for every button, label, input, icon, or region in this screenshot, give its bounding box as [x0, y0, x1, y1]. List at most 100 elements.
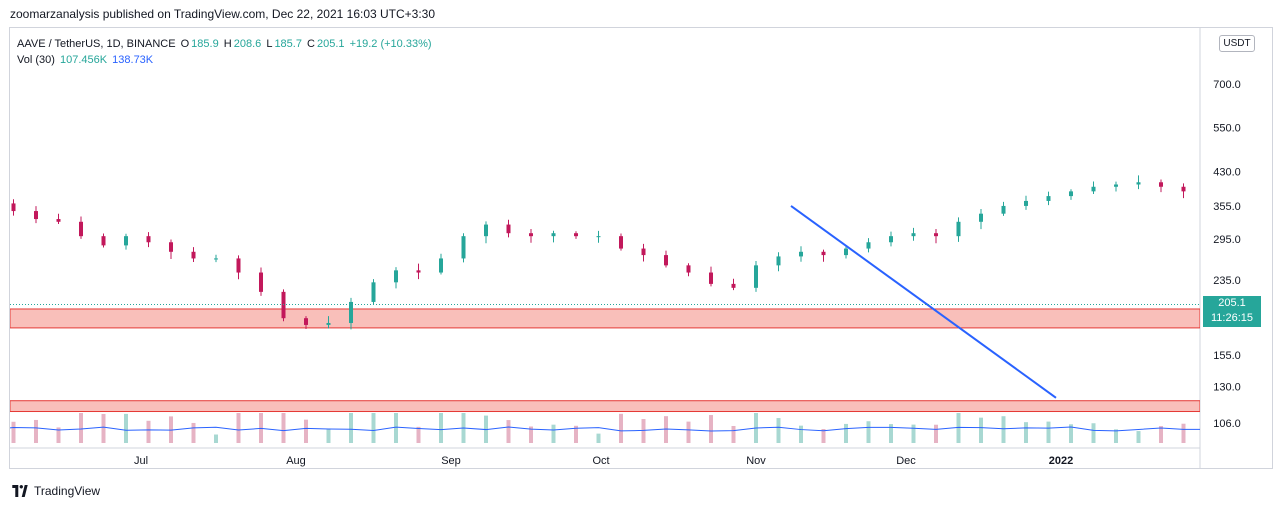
candle: [821, 249, 826, 262]
chart-frame: [9, 27, 1273, 469]
volume-bar: [79, 413, 83, 443]
candle: [146, 232, 151, 248]
candle: [11, 199, 16, 216]
volume-bar: [619, 413, 623, 443]
candle: [1091, 181, 1096, 195]
volume-bar: [799, 425, 803, 443]
currency-button[interactable]: USDT: [1219, 35, 1255, 52]
candle: [349, 297, 353, 330]
volume-bar: [34, 419, 38, 443]
candle: [506, 219, 511, 238]
candle: [776, 252, 781, 272]
y-tick-label: 130.0: [1213, 381, 1241, 393]
volume-bar: [191, 422, 196, 443]
candle: [439, 253, 443, 275]
volume-bar: [1159, 426, 1163, 443]
volume-bar: [1114, 429, 1118, 443]
volume-bar: [686, 421, 691, 443]
volume-bar: [1046, 421, 1051, 443]
candle: [281, 289, 286, 322]
volume-bar: [101, 413, 106, 443]
chart-legend: AAVE / TetherUS, 1D, BINANCE O 185.9 H 208…: [17, 36, 434, 68]
tradingview-logo-icon: [12, 485, 28, 497]
candle: [214, 254, 218, 263]
volume-bar: [1024, 422, 1028, 443]
candle: [394, 267, 398, 289]
x-tick-label: Aug: [286, 455, 306, 467]
volume-ma-value: 138.73K: [112, 54, 154, 66]
publish-caption: zoomarzanalysis published on TradingView…: [10, 7, 436, 21]
volume-bar: [506, 420, 511, 443]
candle: [236, 255, 241, 280]
volume-bar: [844, 423, 848, 443]
bar-countdown: 11:26:15: [1210, 312, 1253, 325]
last-price: 205.1: [1218, 297, 1246, 310]
candle: [551, 230, 556, 243]
volume-bar: [1091, 423, 1096, 443]
candle: [889, 231, 893, 247]
candle: [709, 266, 713, 287]
volume-bar: [1136, 431, 1141, 443]
volume-bar: [709, 415, 713, 443]
y-tick-label: 700.0: [1213, 79, 1241, 91]
candle: [731, 278, 736, 291]
candle: [911, 227, 916, 241]
volume-bar: [11, 421, 16, 443]
footer-brand: TradingView: [34, 484, 101, 498]
candle: [416, 263, 421, 280]
candle: [619, 233, 623, 251]
change-value: +19.2 (+10.33%): [349, 38, 432, 50]
candle: [1069, 189, 1073, 200]
footer: TradingView: [10, 484, 100, 498]
volume-bar: [124, 413, 128, 443]
volume-bar: [641, 419, 646, 443]
candle: [664, 250, 668, 268]
candle: [101, 233, 106, 248]
open-value: 185.9: [191, 38, 219, 50]
y-tick-label: 355.0: [1213, 201, 1241, 213]
volume-bar: [664, 416, 668, 443]
volume-bar: [821, 428, 826, 443]
candle: [641, 243, 646, 262]
candle: [79, 216, 83, 239]
candle: [1159, 179, 1163, 193]
low-label: L: [266, 38, 273, 50]
candle: [686, 263, 691, 277]
volume-bar: [866, 421, 871, 443]
volume-bar: [416, 426, 421, 443]
candle: [371, 279, 376, 306]
candle: [304, 316, 308, 329]
x-tick-label: Oct: [592, 455, 609, 467]
candle: [1181, 183, 1186, 199]
candle: [326, 316, 331, 329]
candle: [1204, 183, 1208, 194]
volume-bar: [596, 433, 601, 443]
trendline[interactable]: [790, 205, 1057, 399]
high-label: H: [223, 38, 232, 50]
volume-bar: [1069, 424, 1073, 443]
candle: [484, 221, 488, 244]
support-zone: [10, 308, 1200, 329]
volume-value: 107.456K: [59, 54, 108, 66]
volume-bar: [776, 418, 781, 443]
candle: [1249, 187, 1253, 197]
volume-bar: [1001, 416, 1006, 443]
volume-bar: [214, 434, 218, 443]
candle: [844, 245, 848, 259]
volume-bar: [326, 429, 331, 443]
volume-bar: [371, 413, 376, 443]
candle: [956, 217, 961, 242]
y-tick-label: 155.0: [1213, 350, 1241, 362]
volume-bar: [731, 425, 736, 443]
volume-bar: [394, 413, 398, 443]
low-value: 185.7: [274, 38, 302, 50]
y-tick-label: 106.0: [1213, 418, 1241, 430]
volume-bar: [529, 426, 533, 443]
x-tick-label: Nov: [746, 455, 766, 467]
candle: [1272, 190, 1276, 200]
high-value: 208.6: [233, 38, 262, 50]
volume-bar: [439, 413, 443, 443]
candle: [1114, 181, 1118, 192]
close-value: 205.1: [316, 38, 345, 50]
